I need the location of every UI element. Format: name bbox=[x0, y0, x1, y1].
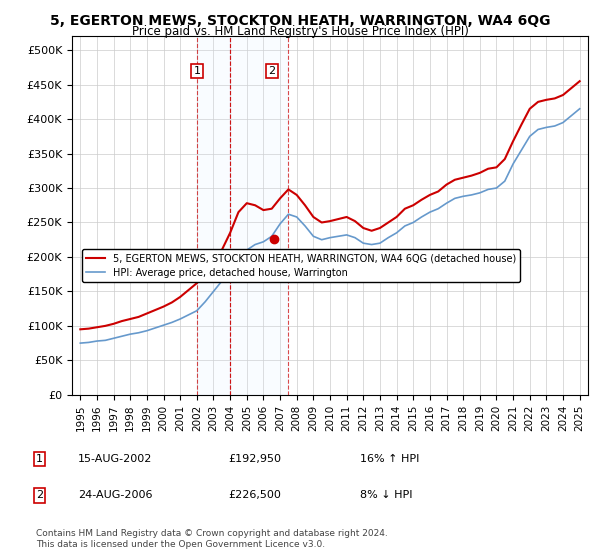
Text: 1: 1 bbox=[36, 454, 43, 464]
Text: 5, EGERTON MEWS, STOCKTON HEATH, WARRINGTON, WA4 6QG: 5, EGERTON MEWS, STOCKTON HEATH, WARRING… bbox=[50, 14, 550, 28]
Bar bbox=[230, 36, 289, 395]
Text: £226,500: £226,500 bbox=[228, 491, 281, 501]
Text: 8% ↓ HPI: 8% ↓ HPI bbox=[360, 491, 413, 501]
Text: £192,950: £192,950 bbox=[228, 454, 281, 464]
Text: Price paid vs. HM Land Registry's House Price Index (HPI): Price paid vs. HM Land Registry's House … bbox=[131, 25, 469, 38]
Text: 24-AUG-2006: 24-AUG-2006 bbox=[78, 491, 152, 501]
Text: 16% ↑ HPI: 16% ↑ HPI bbox=[360, 454, 419, 464]
Text: 2: 2 bbox=[268, 66, 275, 76]
Text: 1: 1 bbox=[193, 66, 200, 76]
Bar bbox=[197, 36, 230, 395]
Text: 2: 2 bbox=[36, 491, 43, 501]
Legend: 5, EGERTON MEWS, STOCKTON HEATH, WARRINGTON, WA4 6QG (detached house), HPI: Aver: 5, EGERTON MEWS, STOCKTON HEATH, WARRING… bbox=[82, 249, 520, 282]
Text: Contains HM Land Registry data © Crown copyright and database right 2024.
This d: Contains HM Land Registry data © Crown c… bbox=[36, 529, 388, 549]
Text: 15-AUG-2002: 15-AUG-2002 bbox=[78, 454, 152, 464]
